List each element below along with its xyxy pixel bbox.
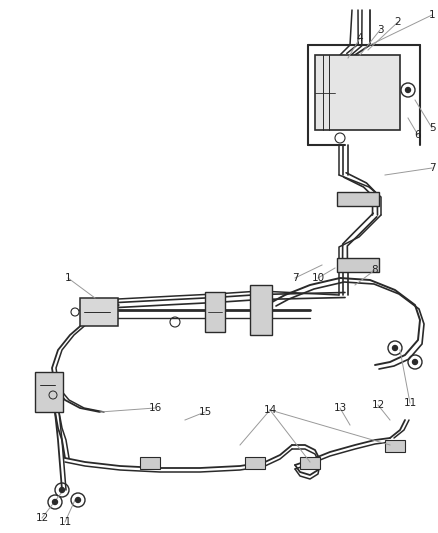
Text: 2: 2 bbox=[395, 17, 401, 27]
Text: 14: 14 bbox=[263, 405, 277, 415]
Text: 7: 7 bbox=[292, 273, 298, 283]
Text: 8: 8 bbox=[372, 265, 378, 275]
Circle shape bbox=[406, 87, 410, 93]
Circle shape bbox=[392, 345, 398, 351]
Bar bbox=[205, 292, 225, 332]
Bar bbox=[140, 457, 160, 469]
Text: 10: 10 bbox=[311, 273, 325, 283]
Text: 12: 12 bbox=[371, 400, 385, 410]
Text: 11: 11 bbox=[403, 398, 417, 408]
Bar bbox=[337, 192, 379, 206]
Text: 4: 4 bbox=[357, 33, 363, 43]
Text: 12: 12 bbox=[35, 513, 49, 523]
Text: 11: 11 bbox=[58, 517, 72, 527]
Text: 16: 16 bbox=[148, 403, 162, 413]
Circle shape bbox=[60, 488, 64, 492]
Bar bbox=[315, 55, 400, 130]
Circle shape bbox=[75, 497, 81, 503]
Text: 13: 13 bbox=[333, 403, 346, 413]
Bar bbox=[35, 372, 63, 412]
Text: 1: 1 bbox=[65, 273, 71, 283]
Bar bbox=[80, 298, 118, 326]
Text: 6: 6 bbox=[415, 130, 421, 140]
Bar bbox=[337, 258, 379, 272]
Bar bbox=[300, 457, 320, 469]
Text: 1: 1 bbox=[429, 10, 435, 20]
Text: 3: 3 bbox=[377, 25, 383, 35]
Text: 5: 5 bbox=[429, 123, 435, 133]
Bar bbox=[250, 285, 272, 335]
Text: 7: 7 bbox=[429, 163, 435, 173]
Text: 15: 15 bbox=[198, 407, 212, 417]
Bar bbox=[385, 440, 405, 452]
Bar bbox=[245, 457, 265, 469]
Circle shape bbox=[53, 499, 57, 505]
Circle shape bbox=[413, 359, 417, 365]
